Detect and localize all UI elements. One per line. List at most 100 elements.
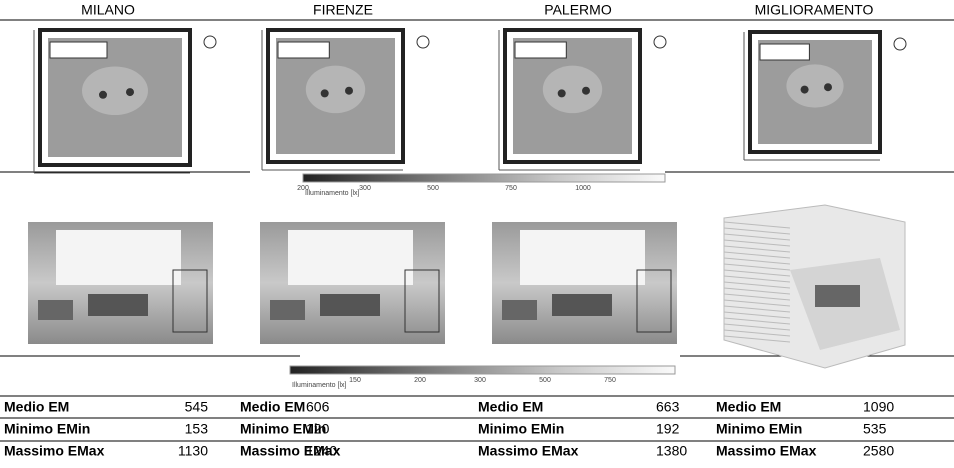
room-desk <box>815 285 860 307</box>
scale-label: 200 <box>414 377 426 384</box>
room-shelf <box>172 269 208 333</box>
column-header: MILANO <box>81 2 135 18</box>
wall-stripe <box>723 299 791 307</box>
room-window <box>56 230 181 285</box>
stat-value: 1090 <box>863 399 894 415</box>
north-arrow <box>893 37 907 51</box>
room-window <box>288 230 413 285</box>
stat-label: Minimo EMin <box>716 421 802 437</box>
plan-spot <box>542 65 603 114</box>
plan-spot <box>786 64 844 108</box>
north-arrow <box>653 35 667 49</box>
stat-value: 606 <box>306 399 330 415</box>
floor-plan-image <box>743 30 907 161</box>
north-arrow <box>203 35 217 49</box>
scale-label: 1000 <box>575 185 591 192</box>
wall-stripe <box>723 317 791 325</box>
room-desk <box>320 294 380 316</box>
stat-value: 192 <box>656 421 680 437</box>
plan-legend <box>49 41 108 59</box>
room-cabinet <box>38 300 73 320</box>
stat-label: Minimo EMin <box>4 421 90 437</box>
scale-label: 500 <box>427 185 439 192</box>
wall-stripe <box>723 269 791 277</box>
room-render-image <box>260 222 445 344</box>
plan-object <box>824 83 832 92</box>
room-shelf <box>404 269 440 333</box>
floor-plan-image <box>33 28 217 174</box>
plan-object <box>557 89 566 98</box>
room-cabinet <box>270 300 305 320</box>
stat-label: Minimo EMin <box>478 421 564 437</box>
stat-value: 1380 <box>656 443 687 459</box>
room-cabinet <box>502 300 537 320</box>
wall-stripe <box>723 329 791 337</box>
floor-plan-image <box>261 28 430 171</box>
column-header: FIRENZE <box>313 2 373 18</box>
room-window <box>520 230 645 285</box>
wall-stripe <box>723 245 791 253</box>
stat-label: Medio EM <box>716 399 781 415</box>
stat-value: 545 <box>185 399 209 415</box>
room-render-image <box>492 222 677 344</box>
plan-legend <box>759 43 810 61</box>
plan-object <box>345 86 353 95</box>
wall-stripe <box>723 239 791 247</box>
scale-label: 500 <box>539 377 551 384</box>
stat-label: Massimo EMax <box>716 443 817 459</box>
stat-value: 153 <box>185 421 209 437</box>
scale-label: 150 <box>349 377 361 384</box>
wall-stripe <box>723 287 791 295</box>
plan-object <box>800 85 809 94</box>
stat-label: Massimo EMax <box>240 443 341 459</box>
scale-bar <box>302 173 666 183</box>
wall-stripe <box>723 281 791 289</box>
wall-stripe <box>723 263 791 271</box>
room-desk <box>88 294 148 316</box>
stat-label: Massimo EMax <box>478 443 579 459</box>
stat-value: 120 <box>306 421 330 437</box>
wall-stripe <box>723 275 791 283</box>
wall-stripe <box>723 251 791 259</box>
scale-label: 300 <box>474 377 486 384</box>
plan-legend <box>514 41 567 59</box>
scale-caption: Illuminamento [lx] <box>305 190 360 197</box>
column-header: MIGLIORAMENTO <box>755 2 874 18</box>
wall-stripe <box>723 221 791 229</box>
scale-label: 750 <box>505 185 517 192</box>
wall-stripe <box>723 305 791 313</box>
room-desk <box>552 294 612 316</box>
plan-spot <box>305 65 366 114</box>
stat-label: Minimo EMin <box>240 421 326 437</box>
wall-stripe <box>723 257 791 265</box>
wall-stripe <box>723 323 791 331</box>
plan-object <box>99 90 107 99</box>
floor-plan-image <box>498 28 667 171</box>
room-shelf <box>636 269 672 333</box>
plan-legend <box>277 41 330 59</box>
stat-label: Massimo EMax <box>4 443 105 459</box>
stat-label: Medio EM <box>4 399 69 415</box>
north-arrow <box>416 35 430 49</box>
wall-stripe <box>723 227 791 235</box>
plan-spot <box>82 66 148 116</box>
stat-value: 535 <box>863 421 887 437</box>
stat-value: 1240 <box>306 443 337 459</box>
scale-label: 750 <box>604 377 616 384</box>
stat-value: 663 <box>656 399 680 415</box>
stat-value: 1130 <box>178 443 208 459</box>
room-3d-image <box>723 204 906 369</box>
scale-bar <box>289 365 676 375</box>
scale-label: 200 <box>297 185 309 192</box>
room-render-image <box>28 222 213 344</box>
scale-label: 300 <box>359 185 371 192</box>
stat-label: Medio EM <box>478 399 543 415</box>
wall-stripe <box>723 293 791 301</box>
scale-caption: Illuminamento [lx] <box>292 382 347 389</box>
column-header: PALERMO <box>544 2 612 18</box>
stat-value: 2580 <box>863 443 894 459</box>
stat-label: Medio EM <box>240 399 305 415</box>
wall-stripe <box>723 311 791 319</box>
plan-object <box>320 89 329 98</box>
